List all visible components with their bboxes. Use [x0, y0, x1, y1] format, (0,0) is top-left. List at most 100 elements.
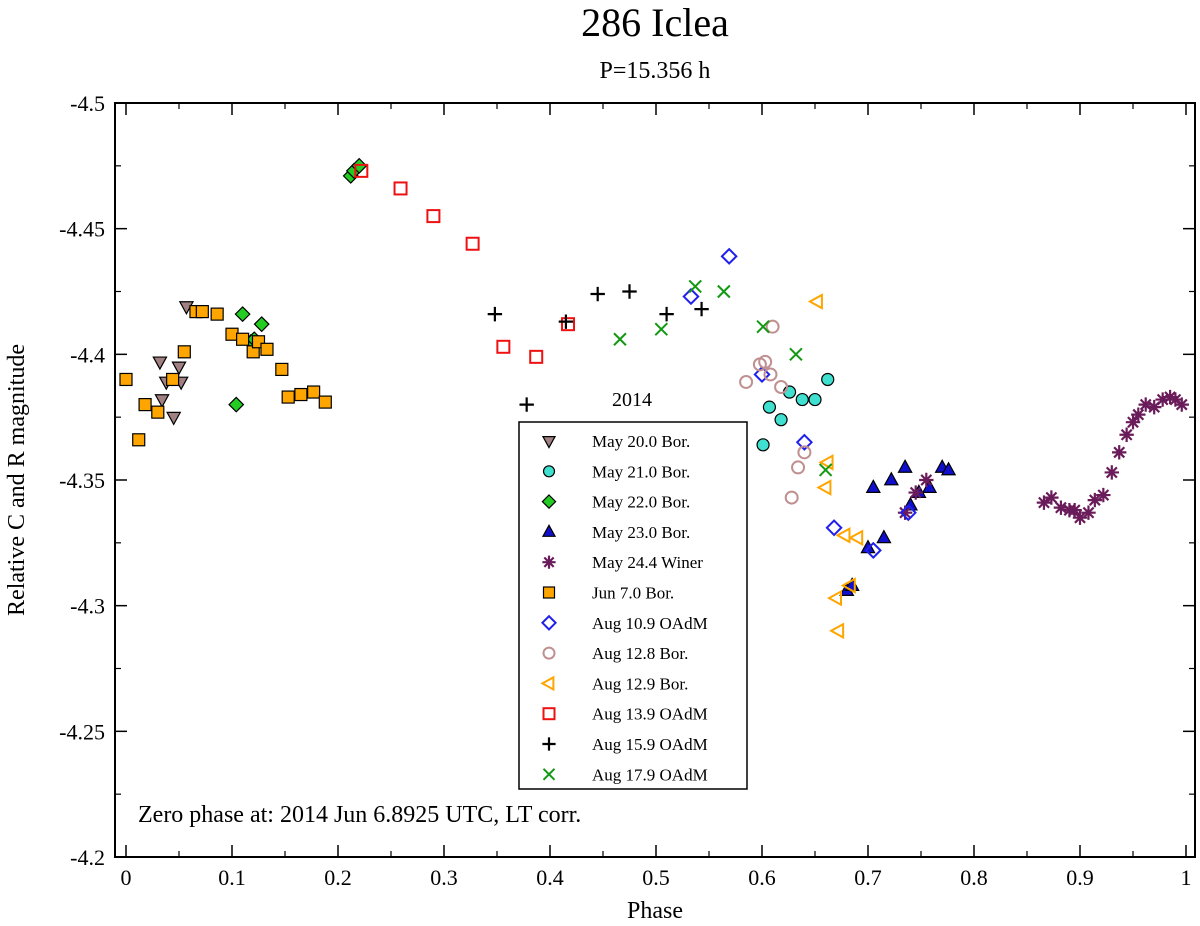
data-point: [260, 342, 274, 356]
series-11: [613, 279, 833, 477]
data-point: [818, 463, 833, 477]
legend-marker: [540, 675, 555, 692]
data-point: [897, 458, 913, 473]
data-point: [281, 390, 295, 404]
data-point: [622, 284, 637, 299]
data-point: [496, 339, 511, 354]
data-point: [784, 490, 799, 505]
data-point: [908, 485, 923, 500]
data-point: [818, 454, 834, 471]
data-point: [816, 479, 832, 496]
data-point: [177, 345, 191, 359]
data-point: [762, 400, 777, 414]
data-point: [1036, 495, 1052, 510]
data-point: [275, 362, 289, 377]
data-point: [487, 306, 503, 322]
x-axis: 0 0.1 0.2 0.3 0.4 0.5 0.6 0.7 0.8 0.9 1: [121, 103, 1192, 890]
legend-label: Aug 17.9 OAdM: [592, 765, 708, 784]
legend-label: May 21.0 Bor.: [592, 462, 690, 481]
data-point: [166, 372, 180, 387]
y-tick-label: -4.35: [59, 468, 105, 493]
data-point: [228, 396, 245, 413]
data-point: [940, 461, 957, 476]
legend-marker: [541, 524, 557, 537]
data-point: [318, 395, 332, 409]
data-point: [720, 247, 738, 265]
data-point: [1147, 399, 1162, 415]
x-tick-label: 0.7: [854, 865, 882, 890]
y-tick-label: -4.4: [70, 342, 105, 367]
data-point: [1125, 414, 1141, 430]
data-point: [138, 398, 152, 412]
y-tick-label: -4.45: [59, 217, 105, 242]
chart-subtitle: P=15.356 h: [600, 58, 711, 84]
x-tick-label: 0.3: [430, 865, 458, 890]
data-point: [899, 504, 917, 522]
data-point: [919, 472, 934, 488]
data-point: [426, 209, 441, 224]
y-tick-label: -4.25: [59, 719, 105, 744]
data-point: [791, 460, 806, 475]
series-7: [739, 319, 812, 505]
data-point: [294, 387, 308, 402]
data-point: [1174, 397, 1189, 412]
data-point: [753, 365, 771, 384]
data-point: [210, 307, 224, 321]
series-10: [487, 284, 709, 412]
data-point: [1096, 487, 1111, 503]
data-point: [236, 332, 250, 346]
data-point: [1072, 510, 1088, 525]
series-2: [228, 157, 368, 413]
series-5: [119, 305, 332, 447]
legend-label: Aug 15.9 OAdM: [592, 735, 708, 754]
data-point: [354, 163, 369, 178]
data-point: [807, 293, 823, 310]
data-point: [758, 354, 773, 369]
x-tick-label: 0.6: [748, 865, 776, 890]
data-point: [253, 316, 270, 333]
data-point: [808, 392, 822, 407]
legend-marker: [542, 586, 556, 599]
series-6: [682, 247, 917, 559]
data-point: [876, 529, 892, 544]
data-point: [132, 433, 146, 447]
data-point: [154, 394, 170, 409]
legend-label: Aug 12.8 Bor.: [592, 644, 688, 663]
legend-marker: [542, 555, 556, 569]
data-point: [1131, 407, 1146, 422]
data-point: [763, 367, 778, 382]
data-point: [756, 319, 770, 334]
data-point: [307, 385, 321, 399]
legend-label: Aug 12.9 Bor.: [592, 674, 688, 693]
data-point: [694, 301, 709, 317]
x-tick-label: 0.5: [642, 865, 670, 890]
data-points: [119, 157, 1189, 640]
data-point: [1155, 392, 1170, 407]
y-tick-label: -4.2: [70, 845, 105, 870]
x-tick-label: 0.8: [960, 865, 988, 890]
data-point: [1168, 392, 1183, 407]
data-point: [659, 306, 674, 322]
legend-marker: [542, 737, 556, 751]
data-point: [774, 413, 788, 427]
legend-label: Aug 10.9 OAdM: [592, 614, 708, 633]
data-point: [1081, 505, 1096, 520]
legend-label: May 22.0 Bor.: [592, 493, 690, 512]
data-point: [774, 380, 789, 395]
legend-label: Aug 13.9 OAdM: [592, 705, 708, 724]
data-point: [465, 236, 480, 251]
legend-marker: [540, 614, 558, 631]
data-point: [195, 305, 209, 319]
data-point: [561, 317, 576, 332]
zero-phase-note: Zero phase at: 2014 Jun 6.8925 UTC, LT c…: [138, 802, 581, 828]
data-point: [1067, 502, 1082, 518]
data-point: [1087, 492, 1103, 508]
data-point: [797, 445, 812, 460]
legend-label: May 20.0 Bor.: [592, 432, 690, 451]
series-1: [756, 372, 835, 452]
data-point: [840, 577, 856, 594]
data-point: [519, 397, 534, 412]
data-point: [739, 374, 754, 389]
data-point: [717, 284, 731, 299]
